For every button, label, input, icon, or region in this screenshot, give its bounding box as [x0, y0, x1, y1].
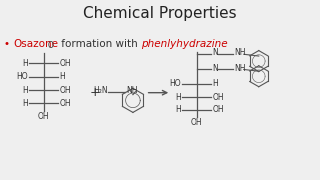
Text: NH: NH: [126, 86, 137, 94]
Text: OH: OH: [191, 118, 203, 127]
Text: OH: OH: [212, 93, 224, 102]
Text: OH: OH: [60, 59, 71, 68]
Text: OH: OH: [212, 105, 224, 114]
Text: NH: NH: [234, 48, 246, 57]
Text: OH: OH: [60, 99, 71, 108]
Text: N: N: [212, 64, 218, 73]
Text: formation with: formation with: [58, 39, 141, 49]
Text: H: H: [175, 105, 181, 114]
Text: Chemical Properties: Chemical Properties: [83, 6, 237, 21]
Text: Osazone: Osazone: [13, 39, 58, 49]
Text: •: •: [4, 39, 13, 49]
Text: O: O: [48, 41, 53, 50]
Text: H: H: [175, 93, 181, 102]
Text: OH: OH: [38, 112, 50, 121]
Text: NH: NH: [234, 64, 246, 73]
Text: H: H: [60, 72, 65, 81]
Text: H₂N: H₂N: [93, 86, 108, 94]
Text: H: H: [22, 86, 28, 94]
Text: phenlyhydrazine: phenlyhydrazine: [140, 39, 227, 49]
Text: HO: HO: [169, 79, 181, 88]
Text: HO: HO: [16, 72, 28, 81]
Text: OH: OH: [60, 86, 71, 94]
Text: H: H: [212, 79, 218, 88]
Text: H: H: [22, 99, 28, 108]
Text: N: N: [212, 48, 218, 57]
Text: H: H: [22, 59, 28, 68]
Text: +: +: [89, 86, 100, 99]
